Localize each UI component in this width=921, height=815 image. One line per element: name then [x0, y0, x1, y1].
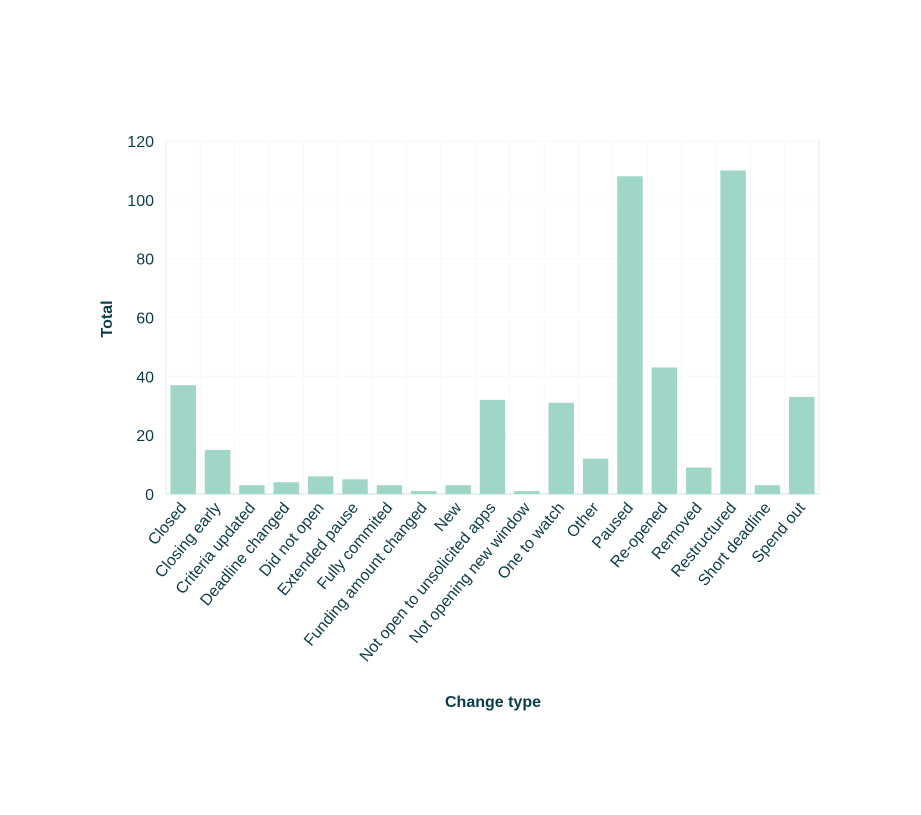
bar-restructured[interactable] — [720, 170, 746, 494]
bars — [170, 170, 815, 495]
bar-removed[interactable] — [685, 467, 712, 494]
bar-not-opening-new-window[interactable] — [514, 491, 540, 494]
bar-spend-out[interactable] — [789, 396, 815, 494]
grid-lines — [165, 140, 820, 495]
y-tick-label: 100 — [127, 193, 154, 210]
bar-re-opened[interactable] — [651, 367, 678, 494]
bar-deadline-changed[interactable] — [273, 482, 300, 494]
y-tick-label: 60 — [136, 311, 154, 328]
y-tick-label: 20 — [136, 428, 154, 445]
bar-not-open-to-unsolicited-apps[interactable] — [479, 399, 506, 494]
y-tick-label: 40 — [136, 369, 154, 386]
bar-paused[interactable] — [617, 176, 643, 495]
bar-fully-commited[interactable] — [376, 485, 403, 494]
bar-closing-early[interactable] — [204, 449, 231, 494]
y-tick-labels: 0 20 40 60 80 100 120 — [127, 134, 154, 504]
bar-one-to-watch[interactable] — [548, 402, 574, 494]
x-axis-title: Change type — [445, 694, 541, 711]
bar-extended-pause[interactable] — [342, 479, 368, 494]
bar-did-not-open[interactable] — [307, 476, 334, 494]
bar-closed[interactable] — [170, 385, 196, 494]
y-axis-title: Total — [99, 300, 116, 337]
bar-other[interactable] — [582, 458, 609, 494]
y-tick-label: 0 — [145, 487, 154, 504]
bar-funding-amount-changed[interactable] — [411, 491, 437, 494]
bar-new[interactable] — [445, 485, 471, 494]
y-tick-label: 120 — [127, 134, 154, 151]
y-tick-label: 80 — [136, 252, 154, 269]
bar-criteria-updated[interactable] — [239, 485, 265, 494]
bar-short-deadline[interactable] — [754, 485, 781, 494]
